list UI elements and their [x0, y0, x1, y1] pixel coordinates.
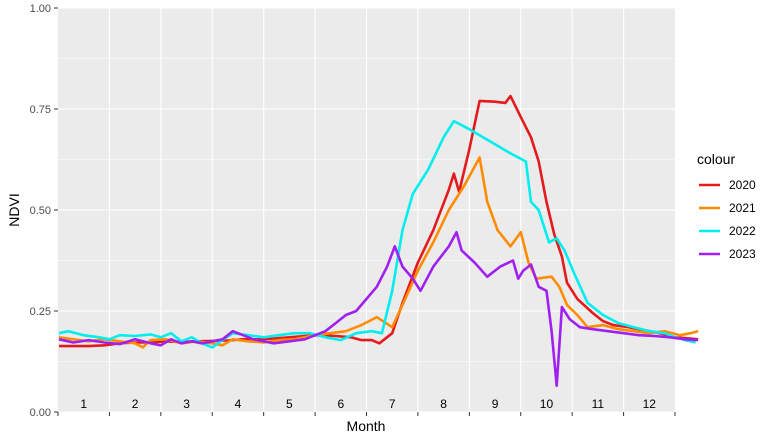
x-axis-title: Month: [347, 418, 386, 434]
month-label: 2: [132, 397, 139, 411]
month-label: 1: [80, 397, 87, 411]
y-axis: 0.00 0.25 0.50 0.75 1.00: [30, 3, 58, 419]
y-tick-label: 0.75: [30, 104, 51, 116]
legend-label-2020: 2020: [729, 178, 756, 192]
month-label: 3: [183, 397, 190, 411]
y-tick-label: 0.25: [30, 306, 51, 318]
legend-label-2021: 2021: [729, 201, 756, 215]
month-labels: 1 2 3 4 5 6 7 8 9 10 11 12: [80, 397, 656, 411]
month-label: 7: [389, 397, 396, 411]
legend: colour 2020 2021 2022 2023: [697, 151, 756, 261]
y-tick-label: 1.00: [30, 3, 51, 15]
month-label: 10: [540, 397, 554, 411]
series-line-2022: [58, 119, 696, 349]
month-label: 12: [643, 397, 657, 411]
y-axis-title: NDVI: [6, 193, 22, 226]
x-axis: [57, 412, 676, 416]
month-label: 4: [235, 397, 242, 411]
legend-title: colour: [697, 151, 735, 167]
month-label: 11: [592, 397, 605, 411]
month-label: 8: [440, 397, 447, 411]
y-tick-label: 0.50: [30, 205, 51, 217]
series-line-2023: [58, 230, 699, 387]
legend-label-2022: 2022: [729, 224, 756, 238]
series-lines: [58, 94, 699, 387]
y-tick-label: 0.00: [30, 407, 51, 419]
month-label: 9: [492, 397, 499, 411]
month-label: 6: [337, 397, 344, 411]
legend-label-2023: 2023: [729, 247, 756, 261]
month-label: 5: [286, 397, 293, 411]
